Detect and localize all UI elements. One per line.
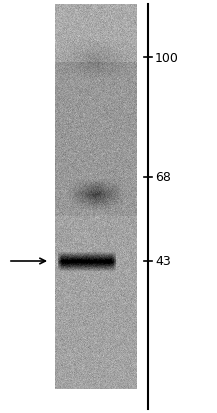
Text: 68: 68 <box>155 171 171 184</box>
Text: 100: 100 <box>155 51 179 64</box>
Text: 43: 43 <box>155 255 171 268</box>
